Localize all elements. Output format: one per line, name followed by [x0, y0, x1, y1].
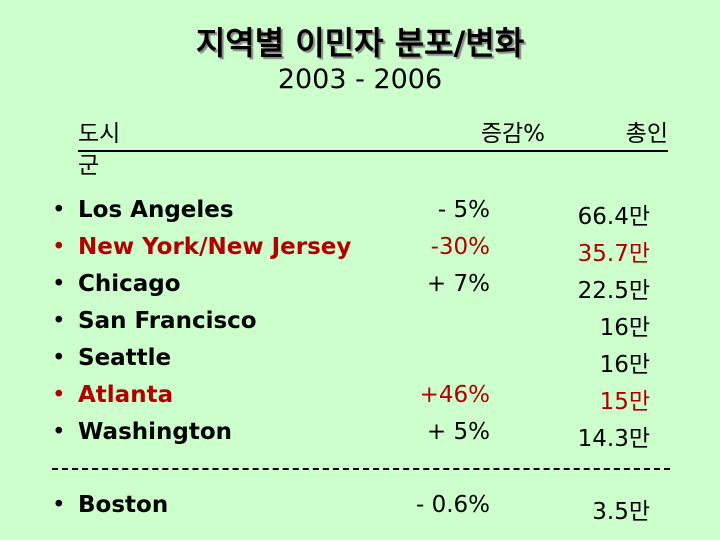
total-value: 22.5만 [577, 278, 650, 304]
bullet: • [52, 419, 66, 445]
bullet: • [52, 345, 66, 371]
subtitle: 2003 - 2006 [277, 64, 443, 95]
change-value: +46% [419, 382, 490, 408]
bullet: • [52, 492, 66, 518]
city-name: San Francisco [78, 308, 257, 334]
table-row: • Los Angeles - 5% 66.4만 [0, 197, 720, 233]
table-row: • Boston - 0.6% 3.5만 [0, 492, 720, 528]
city-name: Boston [78, 492, 169, 518]
total-value: 14.3만 [577, 426, 650, 452]
city-name: Atlanta [78, 382, 174, 408]
total-value: 66.4만 [577, 204, 650, 230]
title: 지역별 이민자 분포/변화 [195, 24, 525, 62]
table-row: • Atlanta +46% 15만 [0, 382, 720, 418]
header-total: 총인 [625, 121, 668, 147]
table-row: • Chicago + 7% 22.5만 [0, 271, 720, 307]
city-name: Los Angeles [78, 197, 234, 223]
total-value: 3.5만 [592, 499, 650, 525]
change-value: - 5% [437, 197, 490, 223]
change-value: - 0.6% [415, 492, 490, 518]
header-city: 도시 [78, 121, 121, 147]
change-value: + 5% [426, 419, 490, 445]
total-value: 35.7만 [577, 241, 650, 267]
bullet: • [52, 197, 66, 223]
change-value: -30% [430, 234, 490, 260]
bullet: • [52, 271, 66, 297]
table-row: • San Francisco 16만 [0, 308, 720, 344]
change-value: + 7% [426, 271, 490, 297]
bullet: • [52, 234, 66, 260]
city-name: Chicago [78, 271, 181, 297]
total-value: 16만 [599, 352, 650, 378]
bullet: • [52, 382, 66, 408]
bullet: • [52, 308, 66, 334]
separator [52, 468, 670, 470]
table-row: • Seattle 16만 [0, 345, 720, 381]
city-name: Washington [78, 419, 233, 445]
header-city: 군 [78, 153, 100, 179]
city-name: New York/New Jersey [78, 234, 352, 260]
header-rule [78, 150, 668, 152]
city-name: Seattle [78, 345, 172, 371]
table-row: • New York/New Jersey -30% 35.7만 [0, 234, 720, 270]
total-value: 15만 [599, 389, 650, 415]
table-row: • Washington + 5% 14.3만 [0, 419, 720, 455]
total-value: 16만 [599, 315, 650, 341]
header-change: 증감% [480, 121, 545, 147]
